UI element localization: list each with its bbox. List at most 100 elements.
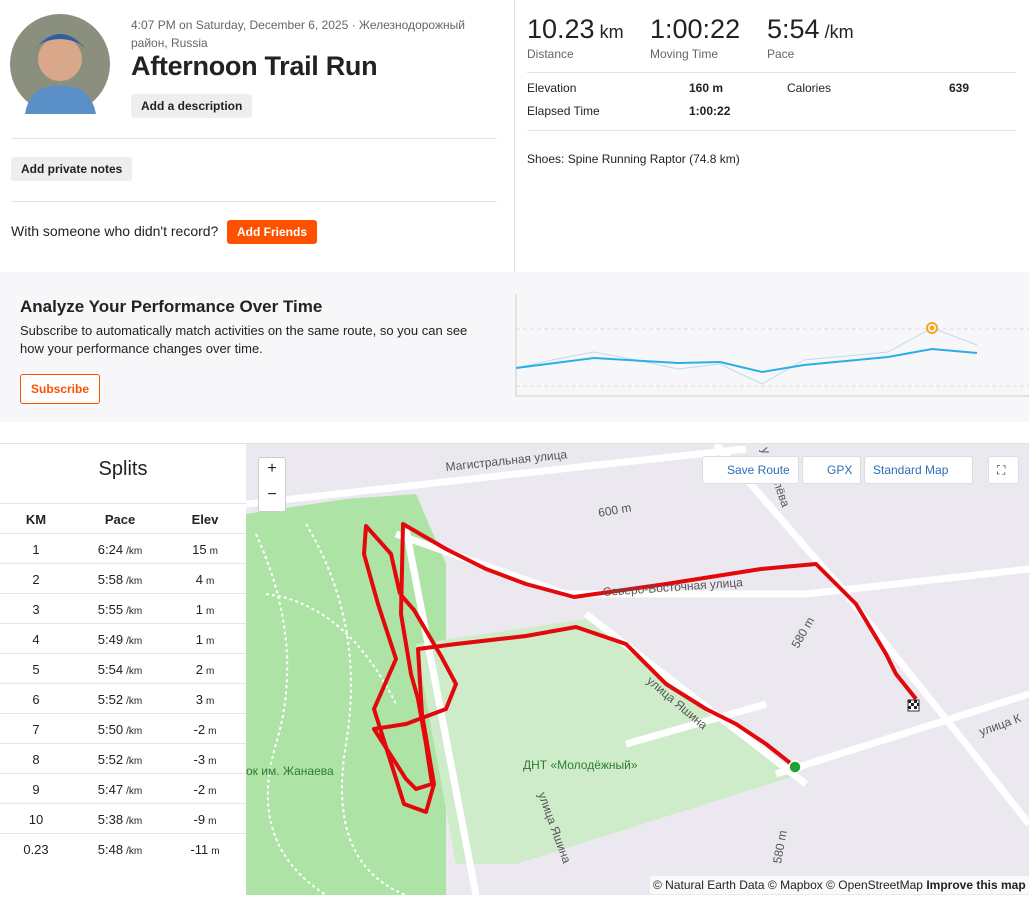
stat-number: 5:54 — [767, 14, 820, 44]
pace-unit: /km — [126, 756, 143, 767]
split-pace: 5:49/km — [98, 632, 142, 647]
split-elev: -2 m — [194, 782, 217, 797]
avatar[interactable] — [10, 14, 111, 115]
elev: -9 — [193, 812, 206, 827]
split-pace: 5:54/km — [98, 662, 142, 677]
pace-unit: /km — [126, 696, 143, 707]
split-km: 0.23 — [23, 842, 49, 857]
pace-unit: /km — [126, 666, 143, 677]
zoom-in[interactable]: + — [267, 460, 277, 477]
column-header: KM — [25, 512, 47, 527]
analyze-panel — [0, 272, 1029, 422]
splits-header: KM Pace Elev — [0, 503, 246, 534]
split-elev: -9 m — [194, 812, 217, 827]
stat-label: Pace — [767, 47, 795, 61]
split-pace: 5:55/km — [98, 602, 142, 617]
fullscreen[interactable]: ⛶ — [988, 456, 1019, 484]
pace-unit: /km — [126, 576, 143, 587]
split-km: 7 — [32, 722, 40, 737]
split-row: 1 6:24/km 15 m — [0, 533, 246, 564]
pace: 5:54 — [97, 662, 124, 677]
pace: 5:52 — [97, 752, 124, 767]
elev-unit: m — [205, 696, 215, 707]
add-description[interactable]: Add a description — [131, 94, 253, 118]
stat-label: Moving Time — [650, 47, 719, 61]
attribution-text: © Natural Earth Data © Mapbox © OpenStre… — [653, 878, 923, 892]
split-row: 0.23 5:48/km -11 m — [0, 833, 246, 864]
datetime: 4:07 PM on Saturday, December 6, 2025 · … — [131, 18, 465, 50]
split-row: 10 5:38/km -9 m — [0, 803, 246, 834]
pace-unit: /km — [126, 636, 143, 647]
pace: 5:47 — [97, 782, 124, 797]
elev: 4 — [195, 572, 203, 587]
elev-unit: m — [205, 576, 215, 587]
save-route[interactable]: Save Route — [702, 456, 799, 484]
split-km: 8 — [32, 752, 40, 767]
stat-label: Elapsed Time — [527, 104, 600, 118]
gpx[interactable]: GPX — [802, 456, 862, 484]
elev: -2 — [193, 722, 206, 737]
stat-value: 639 — [949, 81, 970, 95]
elev-unit: m — [205, 666, 215, 677]
stat-label: Calories — [787, 81, 832, 95]
map-label: ок им. Жанаева — [246, 764, 334, 778]
split-km: 5 — [32, 662, 40, 677]
split-pace: 5:48/km — [98, 842, 142, 857]
analyze-text: Subscribe to automatically match activit… — [20, 323, 468, 356]
zoom-controls: + − — [258, 457, 286, 512]
split-row: 8 5:52/km -3 m — [0, 743, 246, 774]
elev: 1 — [195, 602, 203, 617]
split-km: 6 — [32, 692, 40, 707]
shoes: Shoes: Spine Running Raptor (74.8 km) — [527, 152, 740, 166]
stat-value: 160 m — [689, 81, 724, 95]
pace-unit: /km — [126, 816, 143, 827]
elev: -2 — [193, 782, 206, 797]
pace: 5:48 — [97, 842, 124, 857]
elev-unit: m — [208, 786, 217, 797]
split-pace: 6:24/km — [98, 542, 142, 557]
stat-number: 10.23 — [527, 14, 595, 44]
elev-unit: m — [209, 546, 218, 557]
map-style[interactable]: Standard Map — [864, 456, 974, 484]
pace-unit: /km — [126, 786, 143, 797]
split-elev: -3 m — [194, 752, 217, 767]
elev-unit: m — [205, 636, 215, 647]
split-km: 9 — [32, 782, 40, 797]
stat-number: 1:00:22 — [650, 14, 741, 44]
elev: 2 — [195, 662, 203, 677]
splits-title: Splits — [98, 458, 148, 480]
split-pace: 5:47/km — [98, 782, 142, 797]
split-row: 5 5:54/km 2 m — [0, 653, 246, 684]
pace: 6:24 — [97, 542, 124, 557]
split-pace: 5:38/km — [98, 812, 142, 827]
elev-unit: m — [208, 756, 217, 767]
elev: -3 — [193, 752, 206, 767]
pace: 5:52 — [97, 692, 124, 707]
elev: 3 — [195, 692, 203, 707]
split-elev: 15 m — [192, 542, 218, 557]
split-km: 3 — [32, 602, 40, 617]
subscribe[interactable]: Subscribe — [20, 374, 101, 404]
stat-value: 10.23 km — [527, 14, 624, 45]
elev-unit: m — [211, 846, 220, 857]
stat-unit: /km — [824, 22, 854, 42]
split-elev: -2 m — [194, 722, 217, 737]
pace: 5:38 — [97, 812, 124, 827]
trend-graphic — [515, 294, 1029, 397]
pace: 5:50 — [97, 722, 124, 737]
add-private-notes[interactable]: Add private notes — [11, 157, 133, 181]
add-friends[interactable]: Add Friends — [227, 220, 318, 244]
split-pace: 5:58/km — [98, 572, 142, 587]
pace-unit: /km — [126, 546, 143, 557]
analyze-title: Analyze Your Performance Over Time — [20, 297, 323, 316]
zoom-out[interactable]: − — [267, 486, 277, 503]
pace: 5:55 — [97, 602, 124, 617]
improve-map[interactable]: Improve this map — [926, 878, 1026, 892]
